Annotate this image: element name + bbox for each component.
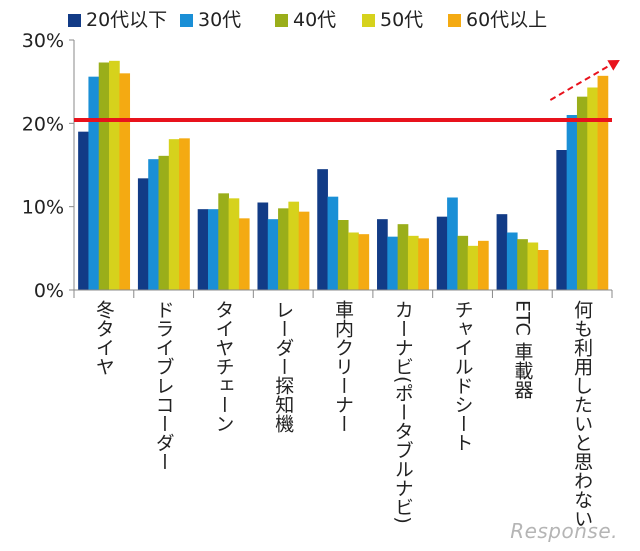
y-tick-label: 10% [22,197,64,219]
bar [358,234,370,290]
bar [447,197,458,290]
bar [78,131,89,290]
bar [228,198,240,290]
bar [348,232,359,290]
legend-label: 60代以上 [466,9,547,31]
bar [238,218,250,290]
x-tick-label: レーダー探知機 [272,300,294,433]
bar [407,235,419,290]
bar [207,209,219,290]
bar [576,96,588,291]
legend-swatch [275,14,288,27]
bar [587,87,598,290]
bar [148,159,159,290]
bar [288,201,300,290]
annotations [74,60,620,122]
bar [556,150,568,290]
legend-label: 30代 [198,9,241,31]
y-tick-label: 0% [34,280,64,302]
x-tick-label: 車内クリーナー [332,300,354,433]
bar [98,62,110,290]
trend-arrow-line [549,62,615,101]
bar [597,75,609,290]
bar [397,224,409,290]
bar [218,193,229,290]
bar [377,219,388,290]
bar [119,73,131,290]
x-tick-label: 冬タイヤ [93,300,115,376]
bar [278,208,289,290]
legend-swatch [180,14,193,27]
bar [337,220,349,290]
bar [267,219,279,290]
x-tick-label: タイヤチェーン [212,300,234,433]
bar [298,211,310,290]
legend-swatch [448,14,461,27]
bar [527,242,539,290]
x-tick-label: ドライブレコーダー [153,300,175,471]
x-tick-label: 何も利用したいと思わない [571,300,593,528]
y-tick-label: 20% [22,113,64,135]
bar [317,169,328,290]
bar [478,240,489,290]
bars [78,60,609,291]
trend-arrow-head [607,60,620,71]
bar [506,232,518,290]
bar [197,209,209,290]
bar [158,155,170,290]
bar [109,60,120,291]
legend: 20代以下 30代 40代 50代 60代以上 [68,9,547,31]
legend-swatch [68,14,81,27]
bar [418,238,429,290]
bar [517,239,528,290]
watermark-logo: Response. [510,519,618,543]
bar [436,216,448,290]
bar [137,178,149,290]
bar [257,202,269,290]
bar [179,138,190,290]
bar [496,214,508,290]
y-axis: 0% 10% 20% 30% [22,30,75,302]
y-tick-label: 30% [22,30,64,52]
x-axis: 冬タイヤ ドライブレコーダー タイヤチェーン レーダー探知機 車内クリーナー カーナビ(ポ… [73,289,613,528]
bar [327,196,339,290]
bar [566,115,578,290]
bar [387,236,399,290]
bar [168,139,180,290]
bar [467,245,479,290]
x-tick-label: チャイルドシート [452,300,474,452]
legend-label: 20代以下 [86,9,167,31]
legend-label: 40代 [293,9,336,31]
bar [537,250,549,290]
bar [88,76,100,291]
x-tick-label: カーナビ(ポータブルナビ) [392,300,414,524]
bar [457,235,469,290]
x-tick-label: ETC 車載器 [511,300,533,399]
legend-label: 50代 [380,9,423,31]
legend-swatch [362,14,375,27]
